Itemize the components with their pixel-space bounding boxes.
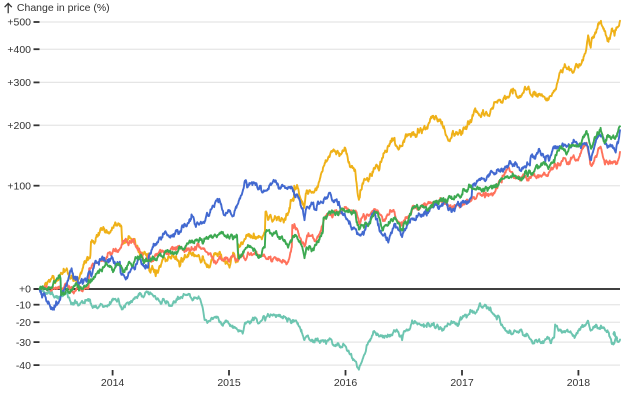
svg-text:Change in price (%): Change in price (%): [17, 2, 110, 14]
svg-text:-20: -20: [16, 317, 31, 329]
svg-text:+400: +400: [7, 44, 31, 56]
svg-text:2014: 2014: [101, 377, 125, 389]
svg-text:+200: +200: [7, 120, 31, 132]
svg-text:+0: +0: [19, 284, 31, 296]
svg-text:-30: -30: [16, 337, 31, 349]
svg-text:2016: 2016: [334, 377, 358, 389]
svg-text:-10: -10: [16, 299, 31, 311]
svg-text:+500: +500: [7, 17, 31, 29]
svg-text:-40: -40: [16, 360, 31, 372]
svg-text:2018: 2018: [567, 377, 591, 389]
svg-text:+100: +100: [7, 180, 31, 192]
svg-text:2015: 2015: [217, 377, 241, 389]
svg-text:2017: 2017: [450, 377, 474, 389]
svg-text:+300: +300: [7, 77, 31, 89]
